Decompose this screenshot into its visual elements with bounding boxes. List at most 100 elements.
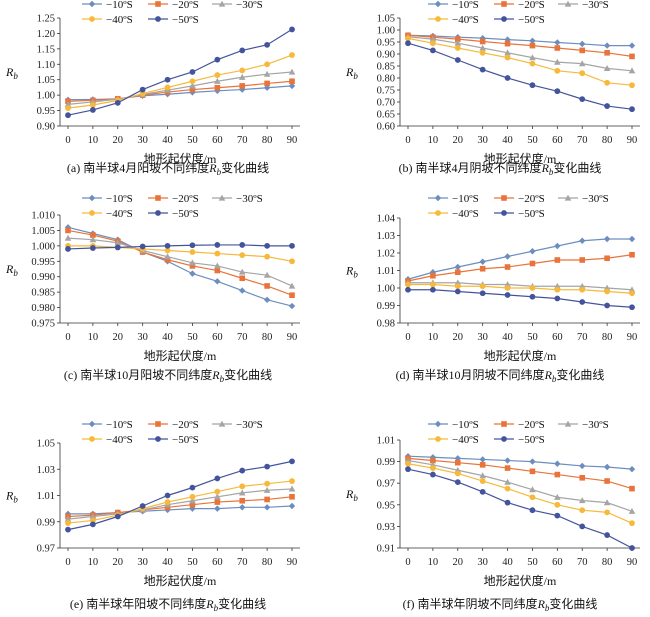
data-point-s1-0 [65, 227, 71, 234]
data-point-s2-3 [479, 44, 486, 51]
series-line-3 [67, 480, 293, 524]
data-point-s2-8 [603, 65, 611, 71]
caption-suffix: 变化曲线 [224, 367, 272, 382]
data-point-s4-9 [289, 26, 295, 33]
data-point-s3-6 [214, 72, 221, 78]
data-point-s0-9 [288, 502, 296, 510]
data-point-s3-9 [629, 290, 635, 297]
x-tick-label: 90 [627, 557, 638, 568]
caption-prefix: (a) 南半球4月阳坡不同纬度 [67, 160, 209, 175]
data-point-s0-7 [239, 287, 246, 294]
legend-marker [155, 1, 161, 7]
data-point-s2-9 [628, 507, 636, 514]
legend-label: −10ºS [106, 419, 133, 431]
legend-marker [434, 194, 442, 202]
data-point-s1-5 [189, 86, 196, 93]
y-tick-label: 1.05 [37, 439, 55, 450]
data-point-s1-5 [529, 42, 536, 49]
y-tick-label: 1.04 [377, 214, 396, 225]
data-point-s2-7 [578, 60, 586, 67]
y-axis-label-sub: b [353, 493, 358, 503]
data-point-s4-2 [114, 99, 121, 106]
y-tick-label: 0.99 [37, 517, 55, 528]
series-line-1 [67, 496, 293, 518]
data-point-s1-4 [504, 465, 511, 471]
legend-marker [501, 436, 507, 442]
y-tick-label: 0.75 [377, 86, 395, 97]
data-point-s4-8 [604, 532, 611, 538]
panel-caption: (c) 南半球10月阳坡不同纬度Rb变化曲线 [64, 367, 272, 384]
series-line-0 [68, 505, 293, 515]
data-point-s4-0 [65, 246, 71, 252]
data-point-s0-8 [603, 42, 611, 49]
caption-prefix: (d) 南半球10月阴坡不同纬度 [396, 367, 545, 382]
legend-marker [501, 210, 507, 216]
y-axis-label: Rb [345, 264, 358, 280]
data-point-s3-4 [504, 285, 511, 291]
series-line-3 [67, 54, 293, 109]
data-point-s1-9 [629, 53, 635, 60]
data-point-s4-6 [554, 295, 561, 302]
x-tick-label: 40 [502, 135, 513, 146]
x-tick-label: 80 [262, 557, 273, 568]
x-tick-label: 20 [113, 135, 124, 146]
y-tick-label: 1.010 [31, 211, 55, 222]
caption-symbol-sub: b [552, 374, 557, 384]
x-tick-label: 60 [552, 332, 563, 343]
x-tick-label: 80 [262, 332, 273, 343]
data-point-s4-2 [454, 288, 461, 295]
data-point-s1-1 [430, 272, 436, 279]
x-tick-label: 30 [477, 557, 488, 568]
panel-3: 0.98 0.99 1.00 1.01 1.02 1.03 1.04 0 10 20 30 40 50 6… [345, 193, 640, 384]
series-line-1 [407, 254, 633, 282]
data-point-s0-6 [214, 278, 221, 285]
y-axis-label: Rb [5, 65, 18, 81]
data-point-s4-6 [554, 512, 561, 519]
y-tick-label: 0.985 [31, 288, 55, 299]
data-point-s1-1 [430, 457, 436, 464]
data-point-s3-5 [529, 285, 536, 291]
data-point-s4-4 [504, 75, 511, 81]
data-point-s2-1 [89, 236, 97, 243]
legend-label: −50ºS [172, 14, 199, 26]
y-tick-label: 1.05 [377, 14, 395, 25]
data-point-s0-8 [603, 235, 611, 243]
legend-marker [89, 436, 95, 442]
series-line-4 [408, 289, 633, 308]
caption-prefix: (b) 南半球4月阴坡不同纬度 [399, 160, 542, 175]
data-point-s3-6 [214, 488, 221, 495]
legend-label: −20ºS [172, 419, 199, 431]
data-point-s2-1 [429, 35, 437, 42]
y-tick-label: 0.990 [31, 272, 55, 283]
legend-label: −20ºS [172, 193, 199, 205]
legend-label: −30ºS [236, 419, 263, 431]
data-point-s0-8 [263, 296, 271, 304]
x-tick-label: 70 [577, 135, 588, 146]
y-tick-label: 1.02 [377, 249, 395, 260]
data-point-s0-9 [628, 235, 636, 243]
y-axis-label: Rb [5, 262, 18, 278]
data-point-s1-9 [629, 251, 635, 258]
data-point-s3-5 [529, 494, 536, 501]
data-point-s3-6 [554, 286, 561, 293]
data-point-s4-2 [454, 479, 461, 486]
caption-suffix: 变化曲线 [221, 160, 269, 175]
y-axis-label-sub: b [353, 71, 358, 81]
y-tick-label: 1.20 [37, 29, 55, 40]
x-tick-label: 10 [428, 557, 439, 568]
data-point-s3-0 [405, 460, 411, 467]
data-point-s3-5 [189, 493, 196, 500]
data-point-s1-8 [264, 283, 270, 289]
y-tick-label: 0.97 [377, 479, 395, 490]
data-point-s3-1 [429, 465, 436, 471]
x-tick-label: 60 [212, 332, 223, 343]
data-point-s4-3 [139, 503, 146, 509]
data-point-s4-9 [629, 545, 635, 551]
data-point-s3-7 [579, 70, 586, 77]
data-point-s4-0 [405, 286, 411, 293]
y-tick-label: 1.01 [377, 436, 395, 447]
series-line-2 [67, 237, 293, 287]
data-point-s2-7 [578, 497, 586, 504]
data-point-s3-8 [264, 61, 271, 68]
y-tick-label: 1.03 [377, 231, 395, 242]
